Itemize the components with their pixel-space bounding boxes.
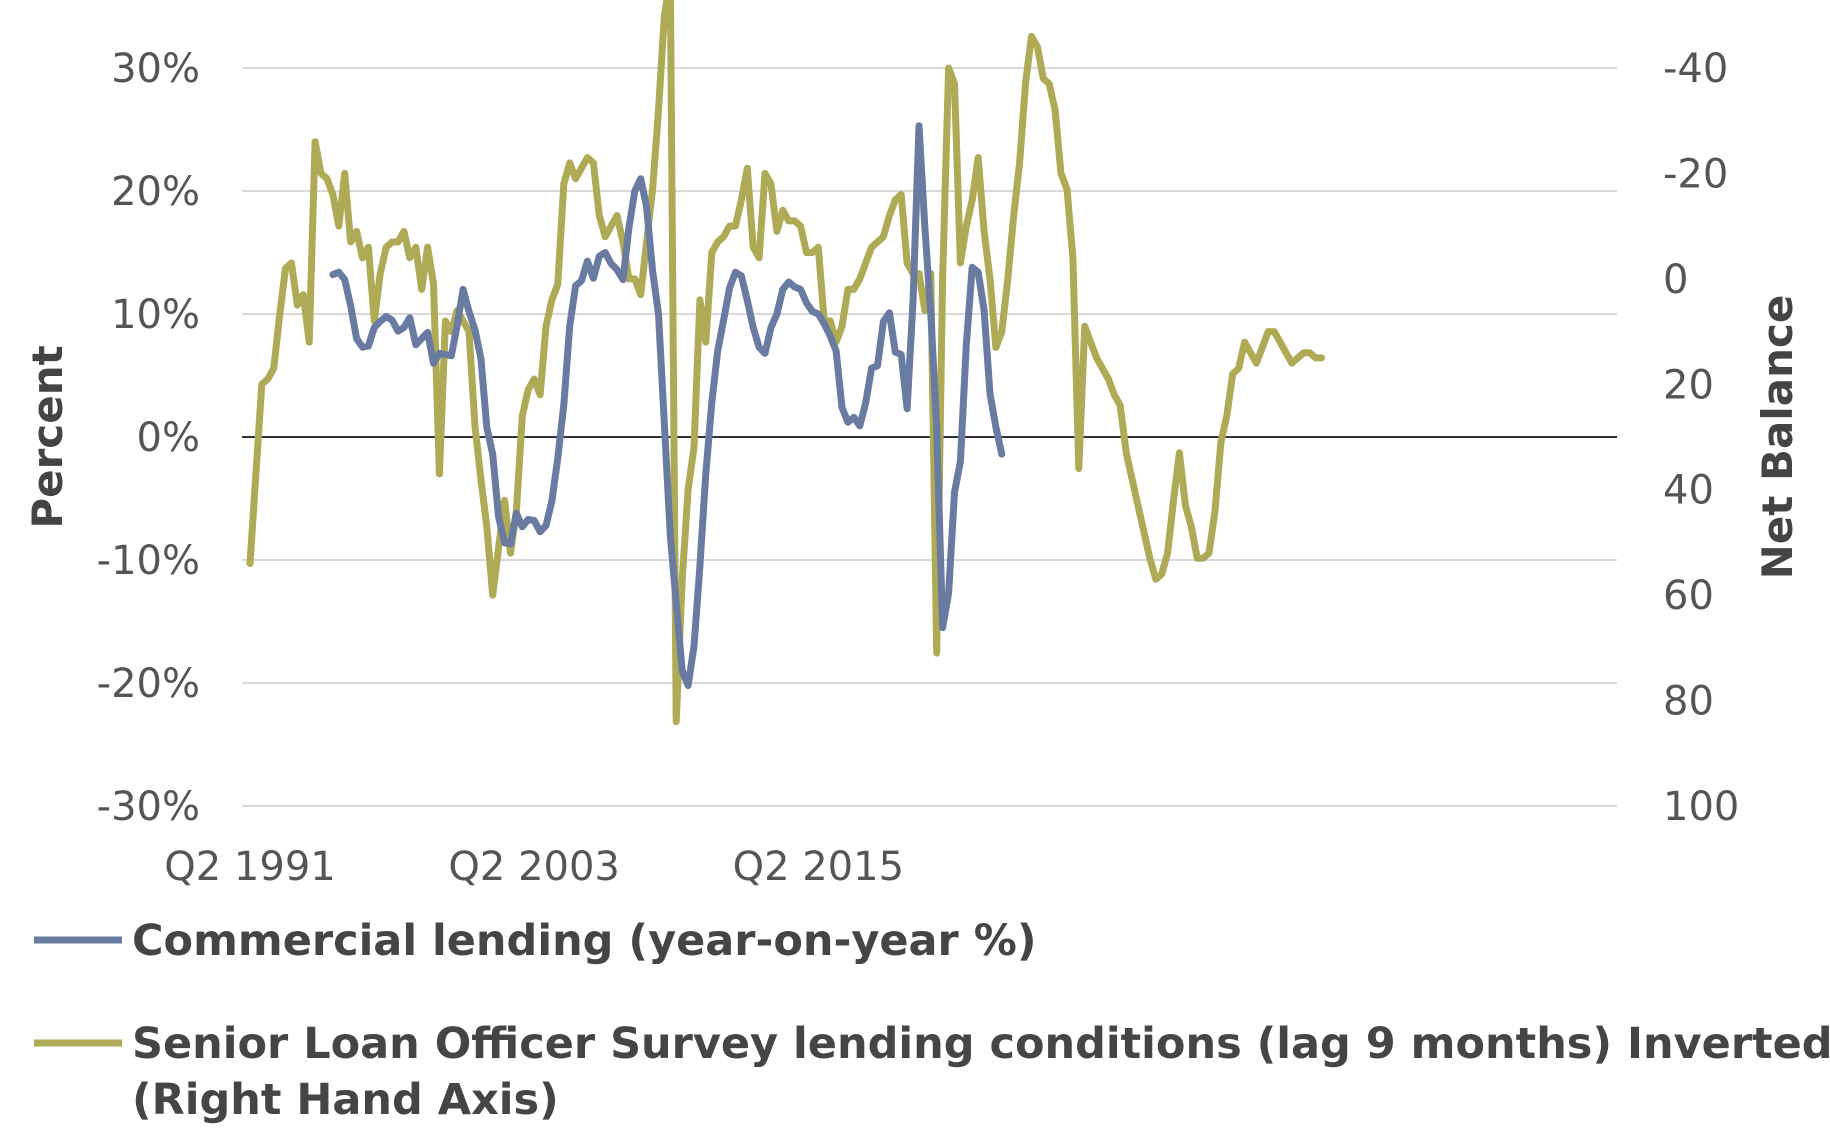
series-line-sloos-conditions (246, 0, 1325, 726)
y-tick-label: -20% (97, 661, 200, 707)
legend-label-sloos: Senior Loan Officer Survey lending condi… (132, 1019, 1830, 1125)
y2-tick-label: -40 (1663, 46, 1728, 92)
x-tick-label: Q2 2015 (733, 844, 904, 890)
y2-tick-label: 0 (1663, 257, 1688, 303)
y-tick-label: 30% (111, 46, 200, 92)
series-line-commercial-lending (329, 122, 1006, 689)
legend: Commercial lending (year-on-year %) Seni… (34, 916, 1830, 1125)
legend-item-commercial: Commercial lending (year-on-year %) (34, 916, 1036, 966)
y-tick-label: 0% (137, 415, 200, 461)
y-tick-label: -30% (97, 784, 200, 830)
y2-tick-label: -20 (1663, 151, 1728, 197)
y-axis-title: Percent (23, 345, 72, 528)
x-axis-ticks: Q2 1991 Q2 2003 Q2 2015 (164, 844, 904, 890)
y-tick-label: 20% (111, 169, 200, 215)
gridlines (242, 67, 1617, 807)
legend-label-commercial: Commercial lending (year-on-year %) (132, 916, 1036, 966)
y2-tick-label: 20 (1663, 362, 1714, 408)
x-tick-label: Q2 2003 (448, 844, 619, 890)
left-axis-ticks: 30% 20% 10% 0% -10% -20% -30% (97, 46, 200, 830)
right-axis-ticks: -40 -20 0 20 40 60 80 100 (1663, 46, 1739, 830)
legend-item-sloos: Senior Loan Officer Survey lending condi… (34, 1019, 1830, 1125)
y-tick-label: 10% (111, 292, 200, 338)
y2-tick-label: 100 (1663, 784, 1739, 830)
x-tick-label: Q2 1991 (164, 844, 335, 890)
series-lines (246, 0, 1325, 726)
y2-tick-label: 40 (1663, 468, 1714, 514)
y2-tick-label: 80 (1663, 679, 1714, 725)
y2-tick-label: 60 (1663, 573, 1714, 619)
y-tick-label: -10% (97, 538, 200, 584)
y2-axis-title: Net Balance (1753, 295, 1802, 580)
